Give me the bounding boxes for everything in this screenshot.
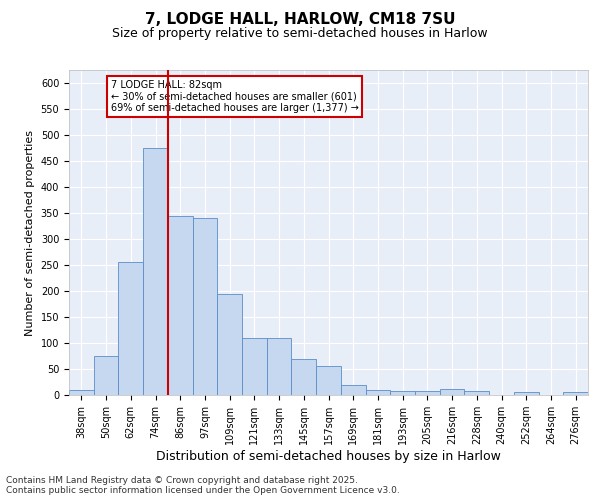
Bar [440,389,464,395]
Text: Contains HM Land Registry data © Crown copyright and database right 2025.
Contai: Contains HM Land Registry data © Crown c… [6,476,400,495]
Text: Size of property relative to semi-detached houses in Harlow: Size of property relative to semi-detach… [112,28,488,40]
Bar [118,262,143,395]
Bar [217,294,242,395]
Bar [242,338,267,395]
Bar [168,216,193,395]
Bar [563,392,588,395]
Bar [292,358,316,395]
Bar [143,148,168,395]
Bar [365,390,390,395]
Bar [464,391,489,395]
Bar [316,366,341,395]
Bar [341,384,365,395]
Y-axis label: Number of semi-detached properties: Number of semi-detached properties [25,130,35,336]
Text: 7, LODGE HALL, HARLOW, CM18 7SU: 7, LODGE HALL, HARLOW, CM18 7SU [145,12,455,28]
Bar [267,338,292,395]
Bar [193,218,217,395]
X-axis label: Distribution of semi-detached houses by size in Harlow: Distribution of semi-detached houses by … [156,450,501,463]
Bar [415,391,440,395]
Bar [390,391,415,395]
Bar [514,392,539,395]
Bar [69,390,94,395]
Text: 7 LODGE HALL: 82sqm
← 30% of semi-detached houses are smaller (601)
69% of semi-: 7 LODGE HALL: 82sqm ← 30% of semi-detach… [110,80,358,113]
Bar [94,356,118,395]
